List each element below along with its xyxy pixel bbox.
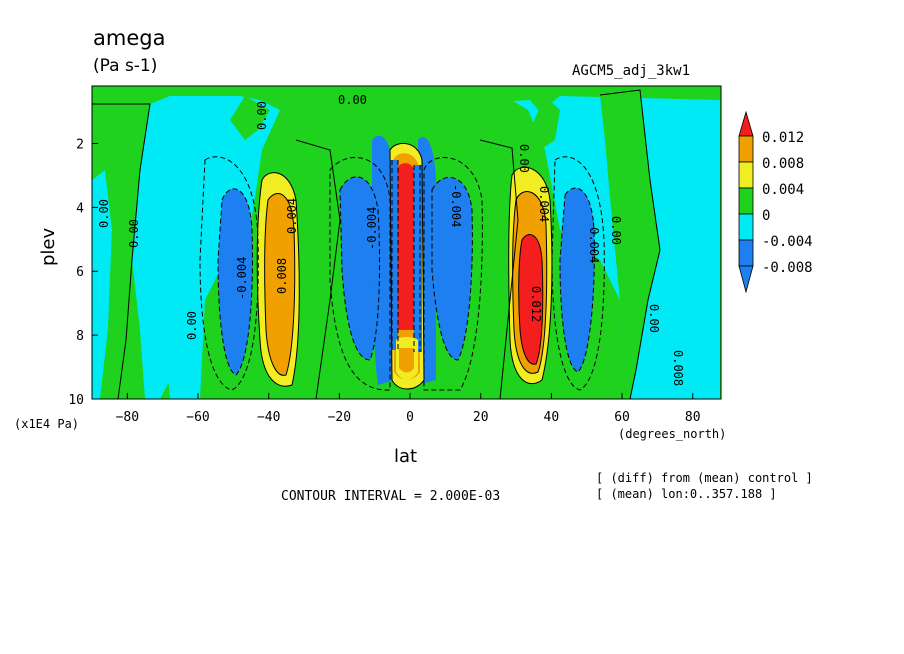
band-0-0.004 [292,140,340,399]
note-mean: [ (mean) lon:0..357.188 ] [596,487,777,501]
y-axis-units: (x1E4 Pa) [14,417,80,431]
band-neg-0.004-0 [130,172,170,399]
contour-label: 0.00 [647,304,661,333]
chart-units: (Pa s-1) [93,56,158,76]
band-0.008-0.012 [264,193,295,376]
x-axis-label: lat [394,446,418,467]
band-neg-0.004-0 [92,86,720,399]
colorbar-labels: 0.012 0.008 0.004 0 -0.004 -0.008 [762,130,813,276]
colorbar-label: 0.012 [762,130,804,146]
contour-label: -0.004 [449,184,463,227]
y-axis-label: plev [38,227,59,266]
band-lt-neg0.008 [414,165,422,352]
contour-label: 0.004 [285,198,299,234]
band-0-0.004 [600,90,660,399]
colorbar-swatch [738,161,754,189]
colorbar-label: 0.004 [762,182,804,198]
note-diff: [ (diff) from (mean) control ] [596,471,813,485]
y-tick-label: 6 [76,265,84,280]
colorbar-label: -0.008 [762,260,813,276]
colorbar-label: 0 [762,208,770,224]
colorbar-swatch [738,239,754,267]
band-lt-neg0.008 [390,160,398,350]
band-0.008-0.012 [399,348,414,373]
band-neg-0.004-0 [640,86,720,399]
contour-label: 0.00 [609,216,623,245]
x-tick-label: 20 [473,410,489,425]
y-tick-label: 4 [76,201,84,216]
colorbar-swatch [738,135,754,163]
band-gt-0.012 [518,234,543,365]
band-lt-neg0.004 [340,176,380,360]
contour-label: -0.004 [235,257,249,300]
contour-field [92,86,721,399]
band-gt-0.012 [396,163,416,330]
x-axis-ticks: −80 −60 −40 −20 0 20 40 60 80 [116,393,701,425]
band-lt-neg0.004 [560,188,595,372]
y-tick-label: 2 [76,137,84,152]
contour-label: 0.008 [671,350,685,386]
x-tick-label: −80 [116,410,139,425]
contour-lines [92,89,661,399]
negative-contour-lines [199,156,605,391]
x-tick-label: 80 [685,410,701,425]
y-axis-ticks: 2 4 6 8 10 [68,137,98,408]
y-tick-label: 10 [68,393,84,408]
y-tick-label: 8 [76,329,84,344]
contour-label: 0.00 [97,199,111,228]
colorbar-swatch [738,213,754,241]
contour-label: 0.012 [529,286,543,322]
x-tick-label: −60 [186,410,209,425]
band-lt-neg0.004 [218,188,253,375]
colorbar-swatch [738,265,754,294]
colorbar [738,110,754,294]
contour-label: -0.004 [587,220,601,263]
contour-label: 0.00 [255,101,269,130]
contour-label: -0.004 [365,207,379,250]
colorbar-swatch [738,110,754,137]
x-tick-label: −40 [257,410,280,425]
plot-frame [91,85,722,400]
x-tick-label: 40 [544,410,560,425]
band-0-0.004 [92,104,150,399]
chart-title: amega [93,26,166,50]
colorbar-swatch [738,187,754,215]
band-0-0.004 [530,96,560,150]
contour-label: 0.004 [537,186,551,222]
x-tick-label: −20 [328,410,351,425]
contour-label: 0.00 [517,144,531,173]
contour-labels: 0.00 0.00 0.00 0.00 0.00 0.00 0.00 0.00 … [97,93,685,386]
colorbar-label: 0.008 [762,156,804,172]
experiment-name: AGCM5_adj_3kw1 [572,63,691,79]
contour-interval: CONTOUR INTERVAL = 2.000E-03 [281,489,501,504]
contour-label: 0.00 [338,93,367,107]
x-tick-label: 0 [406,410,414,425]
band-0-0.004 [230,96,270,140]
band-neg-0.004-0 [92,170,112,399]
x-axis-units: (degrees_north) [618,427,727,441]
colorbar-label: -0.004 [762,234,813,250]
band-lt-neg0.004 [432,177,473,360]
contour-label: 0.00 [185,311,199,340]
x-tick-label: 60 [614,410,630,425]
contour-label: 0.008 [275,258,289,294]
band-0-0.004 [92,86,720,118]
contour-label: 0.00 [127,219,141,248]
band-0-0.004 [474,140,518,399]
